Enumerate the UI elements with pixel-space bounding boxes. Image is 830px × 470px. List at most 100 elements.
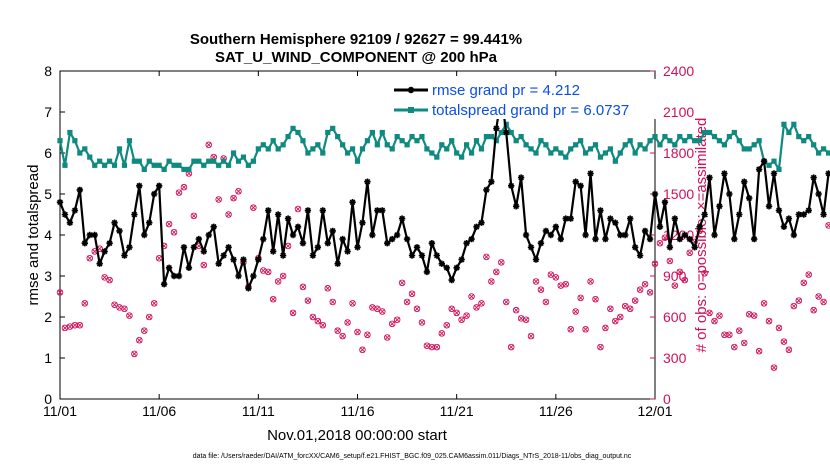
obs-count-marker [617, 313, 624, 321]
rmse-point [126, 244, 133, 251]
obs-possible-circle [711, 317, 718, 325]
obs-possible-circle [572, 308, 579, 315]
rmse-point [71, 207, 79, 214]
y2-tick-label: 1500 [663, 186, 694, 202]
totalspread-point [632, 150, 638, 156]
rmse-point [384, 240, 391, 247]
obs-count-marker [225, 211, 232, 218]
rmse-point [389, 235, 396, 243]
obs-count-marker [612, 317, 619, 325]
obs-possible-circle [473, 304, 480, 311]
obs-count-marker [71, 321, 79, 329]
rmse-point [651, 190, 659, 198]
rmse-point [141, 231, 148, 239]
rmse-point [775, 207, 783, 214]
totalspread-point [156, 162, 162, 168]
obs-possible-circle [329, 298, 336, 306]
totalspread-point [285, 134, 291, 140]
rmse-point [755, 166, 763, 173]
obs-assimilated-cross [290, 310, 296, 316]
obs-possible-circle [790, 302, 798, 310]
rmse-point [478, 219, 485, 226]
rmse-point [155, 182, 163, 189]
obs-assimilated-cross [349, 300, 356, 307]
rmse-point [289, 231, 297, 239]
totalspread-point [111, 162, 118, 168]
obs-count-marker [136, 336, 143, 344]
obs-assimilated-cross [379, 308, 386, 315]
obs-count-marker [716, 312, 723, 319]
obs-possible-circle [825, 222, 830, 229]
data-file-footnote: data file: /Users/raeder/DAI/ATM_forcXX/… [193, 453, 632, 460]
totalspread-point [459, 154, 465, 160]
obs-assimilated-cross [265, 269, 271, 275]
totalspread-point [379, 129, 385, 136]
obs-assimilated-cross [805, 271, 812, 278]
totalspread-point [97, 158, 103, 164]
obs-possible-circle [250, 204, 257, 211]
rmse-point [408, 252, 416, 259]
totalspread-point [508, 129, 514, 136]
obs-possible-circle [230, 194, 237, 202]
rmse-point [274, 211, 282, 218]
obs-possible-circle [701, 270, 708, 277]
totalspread-point [335, 134, 341, 140]
obs-assimilated-cross [230, 195, 237, 201]
rmse-point [101, 248, 108, 255]
legend-rmse-label: rmse grand pr = 4.212 [432, 82, 580, 99]
totalspread-point [662, 134, 668, 140]
obs-possible-circle [483, 253, 490, 261]
totalspread-point [766, 162, 772, 168]
obs-possible-circle [364, 331, 371, 339]
rmse-point [592, 235, 599, 243]
rmse-point [294, 223, 302, 230]
obs-assimilated-cross [558, 282, 564, 289]
obs-possible-circle [512, 306, 520, 314]
totalspread-point [701, 129, 708, 136]
obs-possible-circle [294, 205, 302, 213]
y-tick-label: 4 [44, 227, 52, 243]
legend-totalspread-label: totalspread grand pr = 6.0737 [432, 102, 629, 119]
rmse-point [56, 199, 64, 206]
obs-possible-circle [468, 293, 475, 300]
rmse-point [607, 215, 614, 222]
obs-assimilated-cross [771, 364, 777, 371]
obs-count-marker [800, 279, 808, 287]
totalspread-point [389, 146, 395, 152]
totalspread-point [682, 138, 688, 144]
rmse-point [547, 231, 555, 239]
rmse-point [265, 207, 272, 214]
y-axis-left: 0 1 2 3 4 5 6 7 8 [44, 63, 65, 407]
x-axis: 11/01 11/06 11/11 11/16 11/21 11/26 12/01 [43, 71, 673, 419]
obs-count-marker [676, 268, 684, 276]
obs-possible-circle [582, 326, 589, 333]
obs-count-marker [141, 327, 148, 334]
obs-possible-circle [448, 305, 455, 313]
rmse-point [785, 215, 793, 222]
totalspread-point [300, 138, 306, 144]
y2-tick-label: 300 [663, 350, 687, 366]
obs-assimilated-cross [553, 274, 559, 281]
obs-assimilated-cross [627, 306, 633, 312]
obs-assimilated-cross [801, 280, 807, 286]
obs-assimilated-cross [726, 332, 733, 338]
obs-assimilated-cross [389, 321, 395, 327]
obs-assimilated-cross [310, 314, 316, 320]
totalspread-point [751, 142, 757, 148]
totalspread-point [131, 158, 137, 164]
rmse-point [790, 231, 798, 239]
totalspread-point [92, 162, 98, 168]
rmse-point [215, 260, 222, 267]
totalspread-point [57, 138, 63, 144]
totalspread-point [786, 129, 792, 136]
totalspread-point [102, 162, 108, 168]
rmse-point [418, 252, 426, 259]
totalspread-point [384, 142, 390, 148]
totalspread-point [146, 158, 152, 164]
obs-count-marker [597, 343, 604, 351]
rmse-point [423, 268, 431, 276]
obs-assimilated-cross [701, 270, 708, 276]
obs-possible-circle [755, 347, 763, 355]
totalspread-point [692, 138, 698, 144]
obs-assimilated-cross [563, 281, 569, 287]
